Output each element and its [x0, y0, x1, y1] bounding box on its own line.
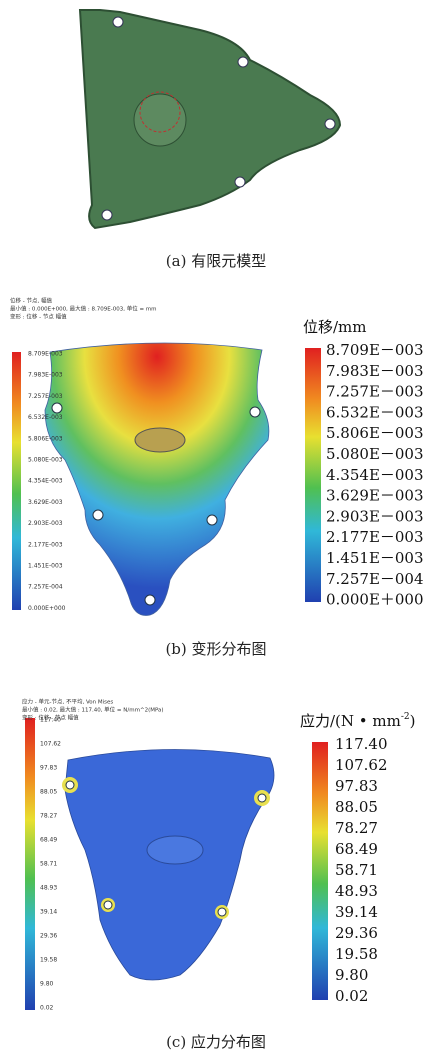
- small-legend-label: 7.257E-004: [28, 584, 63, 591]
- small-legend-label: 19.58: [40, 957, 57, 964]
- legend-label: 3.629E－003: [326, 487, 424, 505]
- small-legend-label: 5.080E-003: [28, 457, 63, 464]
- legend-label: 88.05: [335, 798, 378, 816]
- legend-label: 9.80: [335, 966, 368, 984]
- legend-label: 5.806E－003: [326, 424, 424, 442]
- small-legend-label: 78.27: [40, 813, 57, 820]
- small-legend-label: 2.903E-003: [28, 520, 63, 527]
- header-line: 应力 - 单元-节点, 不平均, Von Mises: [22, 698, 113, 706]
- legend-label: 5.080E－003: [326, 445, 424, 463]
- legend-title: 位移/mm: [303, 318, 367, 336]
- legend-label: 29.36: [335, 924, 378, 942]
- figure: 应力/(N • mm-2) (a) 有限元模型位移 - 节点, 幅值最小值 : …: [0, 0, 433, 1057]
- small-legend-label: 97.83: [40, 765, 57, 772]
- caption: (c) 应力分布图: [166, 1033, 266, 1051]
- small-legend-label: 88.05: [40, 789, 57, 796]
- fe-model: [80, 10, 340, 228]
- small-legend-label: 1.451E-003: [28, 563, 63, 570]
- caption: (b) 变形分布图: [165, 640, 266, 658]
- colorbar: [312, 742, 328, 1000]
- small-legend-label: 0.02: [40, 1005, 54, 1012]
- stress-contour: [65, 749, 274, 980]
- small-legend-label: 6.532E-003: [28, 414, 63, 421]
- legend-label: 4.354E－003: [326, 466, 424, 484]
- colorbar: [305, 348, 321, 602]
- legend-label: 117.40: [335, 735, 388, 753]
- legend-label: 8.709E－003: [326, 341, 424, 359]
- header-line: 最小值 : 0.000E+000, 最大值 : 8.709E-003, 单位 =…: [10, 305, 157, 313]
- legend-label: 7.983E－003: [326, 362, 424, 380]
- legend-label: 107.62: [335, 756, 388, 774]
- small-legend-label: 4.354E-003: [28, 478, 63, 485]
- header-line: 最小值 : 0.02, 最大值 : 117.40, 单位 = N/mm^2(MP…: [22, 706, 164, 714]
- small-legend-label: 48.93: [40, 885, 57, 892]
- small-legend-label: 68.49: [40, 837, 57, 844]
- small-legend-label: 58.71: [40, 861, 57, 868]
- legend-label: 7.257E－003: [326, 383, 424, 401]
- legend-label: 2.177E－003: [326, 528, 424, 546]
- small-legend-label: 3.629E-003: [28, 499, 63, 506]
- header-line: 位移 - 节点, 幅值: [10, 297, 52, 305]
- legend-label: 2.903E－003: [326, 507, 424, 525]
- small-legend-label: 107.62: [40, 741, 61, 748]
- legend-label: 7.257E－004: [326, 570, 424, 588]
- legend-label: 58.71: [335, 861, 378, 879]
- legend-title: 应力/(N • mm-2): [300, 712, 416, 731]
- legend-label: 6.532E－003: [326, 403, 424, 421]
- boss: [135, 428, 185, 452]
- legend-label: 1.451E－003: [326, 549, 424, 567]
- boss: [134, 94, 186, 146]
- small-legend-label: 39.14: [40, 909, 57, 916]
- header-line: 变形 : 位移 - 节点 幅值: [10, 313, 67, 321]
- small-legend-label: 0.000E+000: [28, 605, 66, 612]
- small-legend-label: 5.806E-003: [28, 435, 63, 442]
- small-legend-label: 29.36: [40, 933, 57, 940]
- caption: (a) 有限元模型: [166, 252, 266, 270]
- small-colorbar: [25, 718, 35, 1010]
- small-legend-label: 117.40: [40, 717, 61, 724]
- legend-label: 0.000E＋000: [326, 591, 424, 609]
- legend-label: 48.93: [335, 882, 378, 900]
- legend-label: 39.14: [335, 903, 378, 921]
- legend-label: 68.49: [335, 840, 378, 858]
- legend-label: 97.83: [335, 777, 378, 795]
- small-legend-label: 7.257E-003: [28, 393, 63, 400]
- legend-label: 78.27: [335, 819, 378, 837]
- small-legend-label: 8.709E-003: [28, 351, 63, 358]
- small-legend-label: 7.983E-003: [28, 372, 63, 379]
- displacement-contour: [45, 343, 269, 615]
- small-legend-label: 9.80: [40, 981, 54, 988]
- small-colorbar: [12, 352, 21, 610]
- boss: [147, 836, 203, 864]
- small-legend-label: 2.177E-003: [28, 541, 63, 548]
- legend-label: 0.02: [335, 987, 368, 1005]
- legend-label: 19.58: [335, 945, 378, 963]
